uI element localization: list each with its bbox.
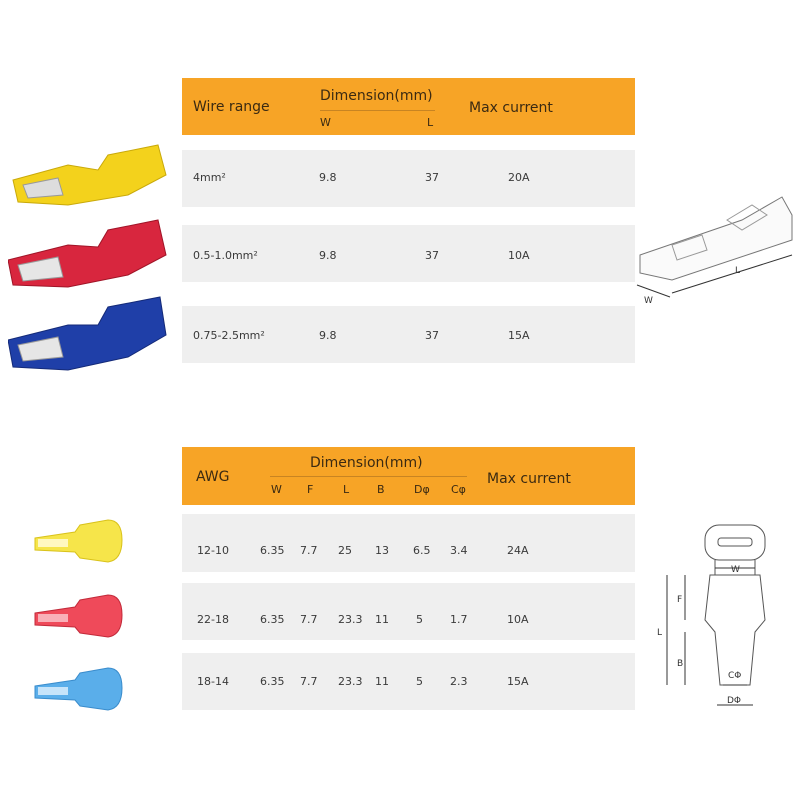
cell-w: 6.35 xyxy=(260,544,285,557)
cell-f: 7.7 xyxy=(300,675,318,688)
cell-c: 2.3 xyxy=(450,675,468,688)
cell-max-current: 24A xyxy=(507,544,529,557)
cell-w: 6.35 xyxy=(260,613,285,626)
cell-f: 7.7 xyxy=(300,544,318,557)
spade-connectors-image xyxy=(34,519,123,711)
table-row: 0.75-2.5mm² 9.8 37 15A xyxy=(182,306,635,363)
cell-w: 9.8 xyxy=(319,329,337,342)
cell-max-current: 20A xyxy=(508,171,530,184)
diagram-label-w: W xyxy=(644,296,653,306)
red-connector xyxy=(8,219,167,288)
dimension-divider xyxy=(270,476,467,477)
spade-dimension-diagram: W F L B CΦ DΦ xyxy=(657,524,766,706)
cell-awg: 18-14 xyxy=(197,675,229,688)
blue-spade-connector xyxy=(34,667,123,711)
header-max-current: Max current xyxy=(469,100,553,116)
table-row: 18-14 6.35 7.7 23.3 11 5 2.3 15A xyxy=(182,653,635,710)
t-tap-connectors-image xyxy=(8,144,167,371)
cell-b: 11 xyxy=(375,613,389,626)
header-max-current: Max current xyxy=(487,471,571,487)
header-f: F xyxy=(307,483,314,496)
header-wire-range: Wire range xyxy=(193,99,270,115)
table-row: 0.5-1.0mm² 9.8 37 10A xyxy=(182,225,635,282)
cell-max-current: 15A xyxy=(507,675,529,688)
cell-w: 6.35 xyxy=(260,675,285,688)
cell-max-current: 10A xyxy=(508,249,530,262)
cell-d: 6.5 xyxy=(413,544,431,557)
cell-b: 11 xyxy=(375,675,389,688)
t-tap-dimension-diagram: L W xyxy=(636,196,793,306)
diagram-label-l: L xyxy=(735,266,740,276)
cell-wire-range: 4mm² xyxy=(193,171,226,184)
header-w: W xyxy=(271,483,282,496)
cell-w: 9.8 xyxy=(319,249,337,262)
cell-c: 1.7 xyxy=(450,613,468,626)
cell-b: 13 xyxy=(375,544,389,557)
header-l: L xyxy=(343,483,350,496)
header-w: W xyxy=(320,116,331,129)
header-b: B xyxy=(377,483,385,496)
dimension-divider xyxy=(320,110,435,111)
cell-l: 37 xyxy=(425,171,439,184)
cell-max-current: 15A xyxy=(508,329,530,342)
table-row: 12-10 6.35 7.7 25 13 6.5 3.4 24A xyxy=(182,514,635,572)
cell-l: 23.3 xyxy=(338,613,363,626)
header-dimension: Dimension(mm) xyxy=(320,88,433,104)
diagram-label-b: B xyxy=(677,659,683,669)
table2-header: AWG Dimension(mm) W F L B Dφ Cφ Max curr… xyxy=(182,447,635,505)
cell-w: 9.8 xyxy=(319,171,337,184)
diagram-label-f: F xyxy=(677,595,682,605)
cell-awg: 12-10 xyxy=(197,544,229,557)
cell-d: 5 xyxy=(416,675,423,688)
diagram-label-w: W xyxy=(731,565,740,575)
diagram-label-l: L xyxy=(657,628,662,638)
cell-c: 3.4 xyxy=(450,544,468,557)
blue-connector xyxy=(8,296,167,371)
cell-max-current: 10A xyxy=(507,613,529,626)
cell-wire-range: 0.75-2.5mm² xyxy=(193,329,265,342)
cell-wire-range: 0.5-1.0mm² xyxy=(193,249,258,262)
table-row: 4mm² 9.8 37 20A xyxy=(182,150,635,207)
header-dimension: Dimension(mm) xyxy=(310,455,423,471)
yellow-spade-connector xyxy=(34,519,123,563)
header-c: Cφ xyxy=(451,483,466,496)
cell-d: 5 xyxy=(416,613,423,626)
cell-awg: 22-18 xyxy=(197,613,229,626)
cell-f: 7.7 xyxy=(300,613,318,626)
diagram-label-d: DΦ xyxy=(727,696,741,706)
cell-l: 37 xyxy=(425,249,439,262)
header-awg: AWG xyxy=(196,469,230,485)
cell-l: 25 xyxy=(338,544,352,557)
header-l: L xyxy=(427,116,434,129)
table1-header: Wire range Dimension(mm) W L Max current xyxy=(182,78,635,135)
diagram-label-c: CΦ xyxy=(728,671,741,681)
cell-l: 37 xyxy=(425,329,439,342)
header-d: Dφ xyxy=(414,483,430,496)
cell-l: 23.3 xyxy=(338,675,363,688)
red-spade-connector xyxy=(34,594,123,638)
table-row: 22-18 6.35 7.7 23.3 11 5 1.7 10A xyxy=(182,583,635,640)
yellow-connector xyxy=(12,144,167,206)
